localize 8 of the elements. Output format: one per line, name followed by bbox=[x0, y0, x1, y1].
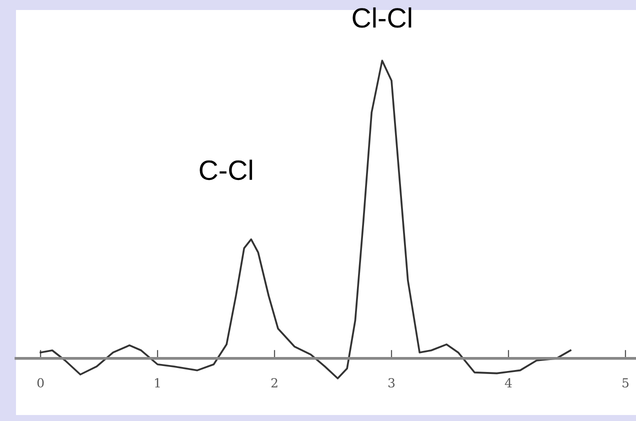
x-tick-label: 5 bbox=[622, 378, 628, 388]
x-tick-label: 0 bbox=[37, 378, 44, 388]
annotation: C-Cl bbox=[200, 160, 252, 180]
x-tick-label: 3 bbox=[388, 378, 395, 388]
x-tick-label: 1 bbox=[155, 378, 160, 388]
text: Cl-Cl bbox=[352, 7, 412, 28]
x-tick-label: 4 bbox=[504, 378, 512, 388]
x-tick-label: 2 bbox=[271, 378, 278, 388]
